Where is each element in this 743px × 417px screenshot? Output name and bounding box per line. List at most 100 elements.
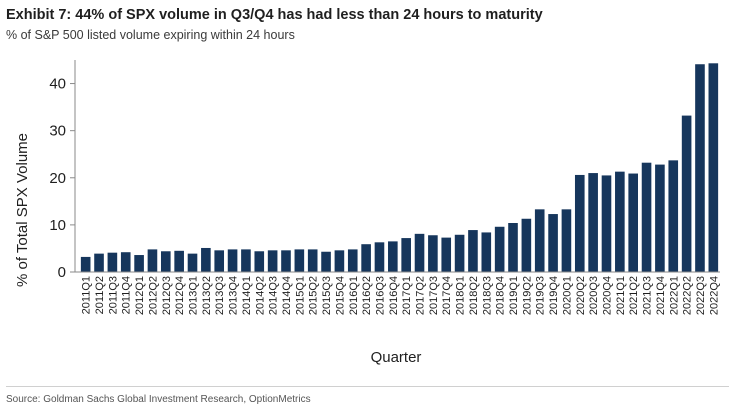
bar-2011Q4 bbox=[120, 252, 131, 272]
x-tick-label: 2014Q3 bbox=[268, 276, 280, 315]
x-tick-label: 2018Q1 bbox=[455, 276, 467, 315]
x-axis-label: Quarter bbox=[371, 349, 422, 366]
y-axis-label: % of Total SPX Volume bbox=[14, 133, 31, 287]
bar-2014Q3 bbox=[267, 250, 278, 272]
x-tick-label: 2021Q1 bbox=[615, 276, 627, 315]
bar-2020Q1 bbox=[561, 209, 572, 272]
bar-2020Q2 bbox=[574, 174, 585, 272]
x-tick-label: 2017Q2 bbox=[415, 276, 427, 315]
x-tick-label: 2013Q3 bbox=[214, 276, 226, 315]
bar-2014Q4 bbox=[281, 250, 291, 272]
bar-2011Q3 bbox=[107, 252, 118, 272]
bar-2018Q1 bbox=[454, 234, 465, 272]
x-tick-label: 2019Q3 bbox=[535, 276, 547, 315]
bar-2019Q4 bbox=[548, 214, 558, 272]
x-tick-label: 2020Q3 bbox=[588, 276, 600, 315]
bar-2019Q1 bbox=[508, 223, 518, 272]
x-tick-label: 2014Q1 bbox=[241, 276, 253, 315]
bar-2012Q4 bbox=[174, 250, 184, 272]
bar-2021Q2 bbox=[628, 173, 638, 272]
x-tick-label: 2019Q4 bbox=[548, 276, 560, 315]
x-tick-label: 2012Q1 bbox=[134, 276, 146, 315]
bar-2012Q1 bbox=[134, 255, 144, 272]
y-tick-label: 20 bbox=[49, 170, 66, 187]
source-note: Source: Goldman Sachs Global Investment … bbox=[6, 394, 311, 405]
bar-2021Q3 bbox=[641, 162, 652, 272]
bar-2017Q3 bbox=[428, 235, 438, 272]
bar-2018Q3 bbox=[481, 232, 492, 272]
bar-2020Q4 bbox=[601, 175, 612, 272]
bar-2012Q3 bbox=[160, 251, 171, 272]
x-tick-label: 2016Q3 bbox=[374, 276, 386, 315]
x-tick-label: 2017Q3 bbox=[428, 276, 440, 315]
x-tick-label: 2018Q2 bbox=[468, 276, 480, 315]
bar-2012Q2 bbox=[147, 249, 158, 272]
x-tick-label: 2020Q1 bbox=[561, 276, 573, 315]
x-tick-label: 2022Q4 bbox=[708, 276, 720, 315]
x-tick-label: 2022Q1 bbox=[668, 276, 680, 315]
x-tick-label: 2012Q2 bbox=[147, 276, 159, 315]
bar-2021Q4 bbox=[655, 164, 665, 272]
x-tick-label: 2011Q2 bbox=[94, 276, 106, 314]
x-axis: 2011Q1 2011Q2 2011Q3 2011Q4 2012Q1 2012Q2 2012… bbox=[75, 271, 720, 315]
x-tick-label: 2013Q4 bbox=[228, 276, 240, 315]
bar-2017Q1 bbox=[401, 238, 411, 272]
x-tick-label: 2011Q4 bbox=[121, 276, 133, 314]
bar-2011Q2 bbox=[94, 253, 104, 272]
x-tick-label: 2021Q4 bbox=[655, 276, 667, 315]
y-tick-label: 0 bbox=[58, 264, 66, 281]
y-tick-label: 10 bbox=[49, 217, 66, 234]
x-tick-label: 2011Q3 bbox=[107, 276, 119, 314]
bar-2022Q1 bbox=[668, 160, 679, 272]
bar-2022Q4 bbox=[708, 63, 719, 272]
bars-group bbox=[80, 63, 719, 273]
x-tick-label: 2018Q4 bbox=[495, 276, 507, 315]
chart-area: 0 10 20 30 40 2011Q1 2011Q2 2011Q3 2011Q4 2012Q1… bbox=[0, 50, 743, 390]
bar-2014Q2 bbox=[254, 251, 265, 272]
bar-2015Q3 bbox=[321, 251, 331, 272]
x-tick-label: 2015Q3 bbox=[321, 276, 333, 315]
x-tick-label: 2012Q3 bbox=[161, 276, 173, 315]
bar-2013Q2 bbox=[201, 247, 211, 272]
bar-chart: 0 10 20 30 40 2011Q1 2011Q2 2011Q3 2011Q4 2012Q1… bbox=[14, 60, 720, 366]
x-tick-label: 2016Q4 bbox=[388, 276, 400, 315]
x-tick-label: 2017Q1 bbox=[401, 276, 413, 315]
bar-2013Q3 bbox=[214, 250, 225, 272]
x-tick-label: 2020Q4 bbox=[601, 276, 613, 315]
bar-2017Q2 bbox=[414, 233, 425, 272]
bar-2021Q1 bbox=[615, 171, 625, 272]
x-tick-label: 2013Q1 bbox=[188, 276, 200, 315]
bar-2020Q3 bbox=[588, 173, 598, 272]
bar-2016Q2 bbox=[361, 244, 371, 272]
x-tick-label: 2020Q2 bbox=[575, 276, 587, 315]
x-tick-label: 2015Q1 bbox=[294, 276, 306, 315]
bar-2014Q1 bbox=[241, 249, 251, 272]
x-tick-label: 2015Q4 bbox=[334, 276, 346, 315]
y-axis: 0 10 20 30 40 bbox=[49, 60, 76, 281]
x-tick-label: 2014Q2 bbox=[254, 276, 266, 315]
x-tick-label: 2015Q2 bbox=[308, 276, 320, 315]
x-tick-label: 2013Q2 bbox=[201, 276, 213, 315]
x-tick-label: 2016Q2 bbox=[361, 276, 373, 315]
bar-2016Q3 bbox=[374, 242, 385, 272]
bar-2016Q4 bbox=[388, 241, 398, 272]
bar-2017Q4 bbox=[441, 237, 452, 272]
bar-2013Q4 bbox=[227, 249, 238, 272]
bar-2022Q2 bbox=[681, 115, 692, 272]
chart-title: Exhibit 7: 44% of SPX volume in Q3/Q4 ha… bbox=[6, 7, 543, 23]
x-tick-label: 2016Q1 bbox=[348, 276, 360, 315]
bar-2015Q1 bbox=[294, 249, 305, 272]
footer-divider bbox=[6, 386, 729, 387]
bar-2015Q2 bbox=[307, 249, 318, 272]
x-tick-label: 2011Q1 bbox=[81, 276, 93, 314]
x-tick-label: 2022Q3 bbox=[695, 276, 707, 315]
bar-2013Q1 bbox=[187, 253, 198, 272]
x-tick-label: 2018Q3 bbox=[481, 276, 493, 315]
x-tick-label: 2012Q4 bbox=[174, 276, 186, 315]
y-tick-label: 40 bbox=[49, 76, 66, 93]
x-tick-label: 2021Q2 bbox=[628, 276, 640, 315]
x-tick-label: 2022Q2 bbox=[682, 276, 694, 315]
x-tick-label: 2014Q4 bbox=[281, 276, 293, 315]
bar-2011Q1 bbox=[80, 256, 91, 272]
chart-subtitle: % of S&P 500 listed volume expiring with… bbox=[6, 28, 295, 42]
